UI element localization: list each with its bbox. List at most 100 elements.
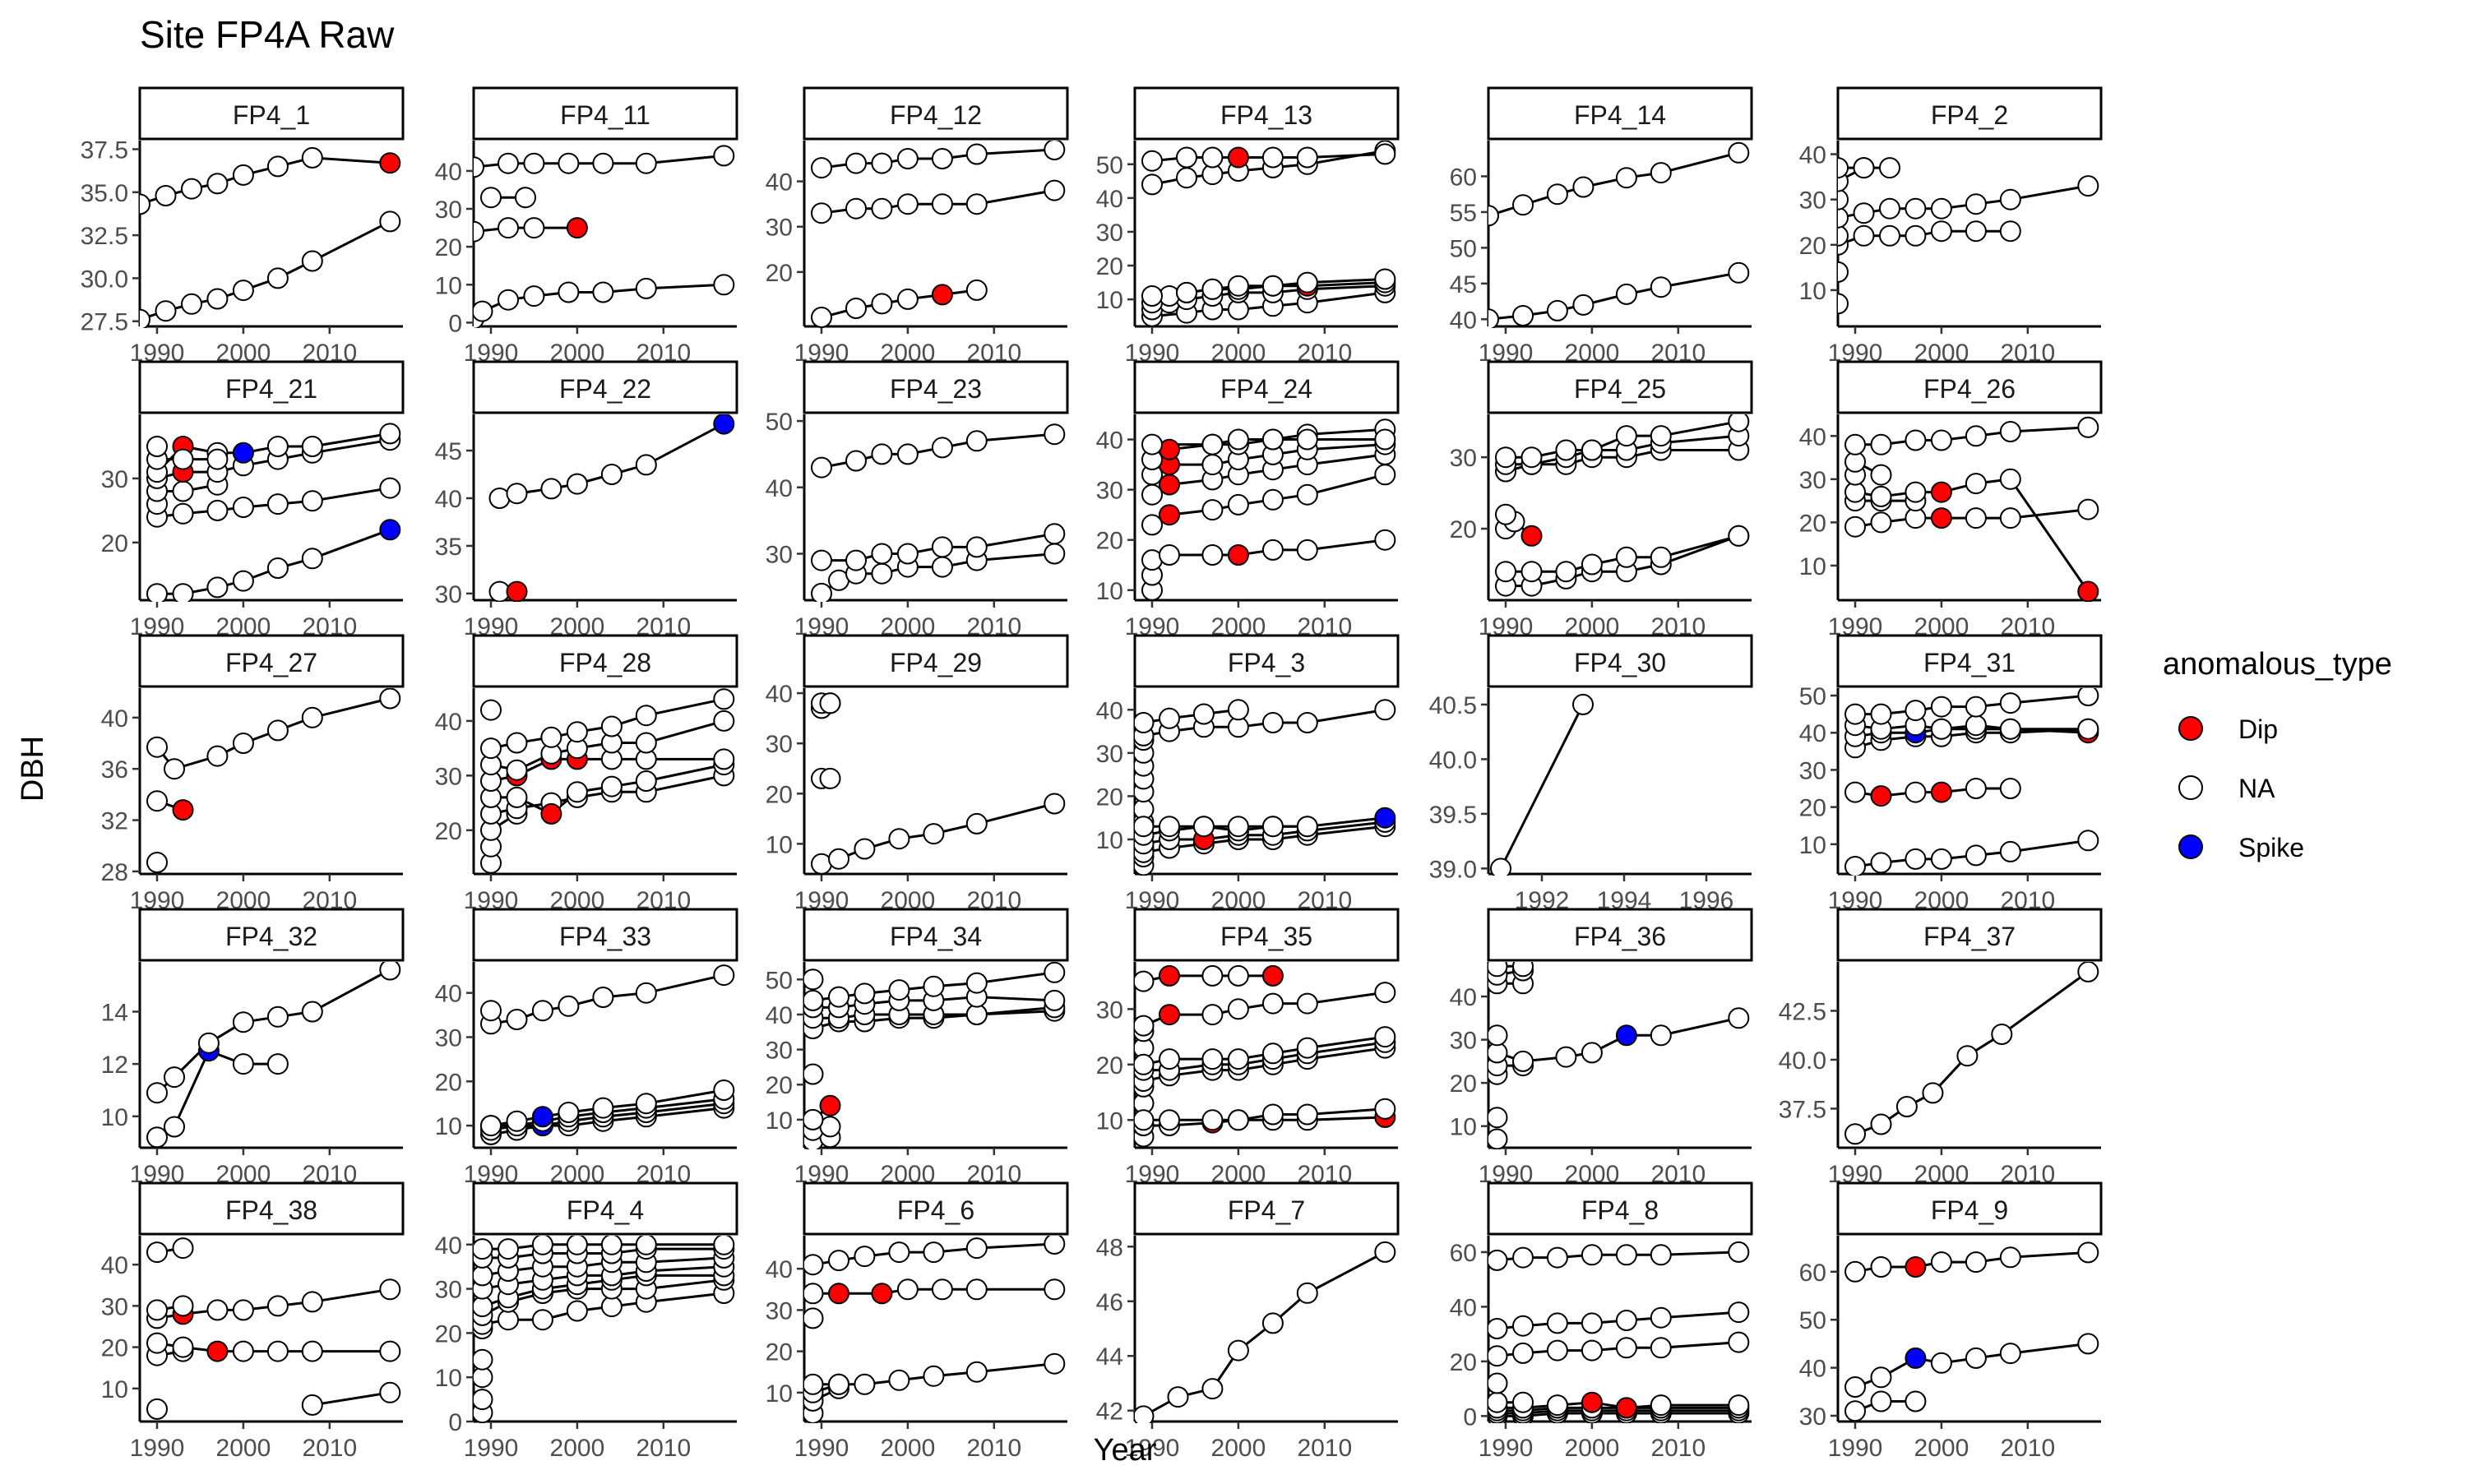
data-point (1296, 1037, 1318, 1059)
data-point (1044, 179, 1066, 201)
series-line (140, 220, 391, 321)
data-point (828, 986, 849, 1008)
data-point (1844, 433, 1866, 455)
plot-area (1488, 962, 1750, 1149)
facet-strip (1487, 634, 1753, 688)
data-point (600, 1296, 623, 1318)
data-point (1615, 425, 1637, 447)
y-tick-label: 10 (435, 1365, 462, 1392)
data-point (1488, 308, 1499, 328)
data-point (164, 1116, 185, 1138)
data-point (558, 995, 580, 1017)
data-point (896, 288, 919, 310)
data-point (1870, 1366, 1892, 1389)
data-point (531, 1000, 553, 1022)
dip-point (1159, 474, 1180, 496)
data-point (566, 721, 588, 743)
data-point (1728, 261, 1750, 284)
data-point (1192, 703, 1215, 725)
data-point (1374, 1241, 1396, 1263)
y-tick-label: 20 (766, 1072, 793, 1099)
y-tick-label: 20 (766, 260, 793, 287)
data-point (965, 1278, 988, 1301)
data-point (474, 300, 493, 322)
y-tick-label: 40 (1799, 423, 1826, 451)
facet-strip (1487, 908, 1753, 962)
data-point (888, 979, 910, 1001)
y-tick-label: 40.0 (1429, 747, 1477, 774)
dip-point (506, 580, 528, 602)
data-point (1296, 816, 1318, 838)
data-point (1261, 1312, 1284, 1334)
y-tick-label: 42 (1096, 1398, 1123, 1426)
data-point (923, 975, 945, 997)
data-point (1879, 157, 1900, 179)
y-tick-label: 20 (1096, 784, 1123, 811)
data-point (146, 436, 168, 457)
data-point (1650, 1306, 1672, 1329)
y-tick-label: 40.5 (1429, 692, 1477, 719)
y-tick-label: 20 (1799, 510, 1826, 537)
data-point (1895, 1096, 1918, 1117)
data-point (854, 1373, 876, 1395)
data-point (498, 152, 519, 174)
legend-label: NA (2238, 774, 2275, 803)
data-point (1176, 281, 1197, 303)
data-point (1999, 692, 2021, 714)
y-tick-label: 40 (766, 475, 793, 502)
data-point (804, 969, 824, 991)
data-point (1044, 962, 1066, 983)
y-tick-label: 40 (1096, 428, 1123, 455)
dip-point (1930, 481, 1952, 503)
data-point (1201, 278, 1224, 300)
data-point (1844, 1400, 1866, 1422)
data-point (811, 307, 832, 328)
data-point (1488, 1391, 1508, 1413)
plot-area (804, 1236, 1066, 1423)
y-tick-label: 40 (435, 159, 462, 186)
data-point (1965, 696, 1987, 718)
y-tick-label: 37.5 (81, 136, 128, 164)
data-point (172, 502, 194, 525)
data-point (540, 726, 562, 748)
y-tick-label: 46 (1096, 1289, 1123, 1316)
data-point (896, 443, 919, 465)
data-point (1159, 1048, 1180, 1070)
data-point (480, 737, 502, 760)
data-point (266, 436, 289, 457)
data-point (1261, 992, 1284, 1015)
data-point (506, 1110, 528, 1132)
data-point (965, 193, 988, 215)
data-point (2077, 688, 2099, 706)
data-point (1546, 183, 1568, 206)
dip-point (931, 284, 953, 306)
y-tick-label: 30 (1096, 478, 1123, 505)
data-point (1227, 1109, 1249, 1131)
dip-point (566, 217, 588, 239)
y-tick-label: 20 (1799, 795, 1826, 822)
data-point (1495, 446, 1516, 469)
dip-point (1159, 1004, 1180, 1026)
data-point (2077, 416, 2099, 438)
y-tick-label: 30 (1799, 1403, 1826, 1431)
facet-strip-label: FP4_6 (897, 1195, 974, 1225)
data-point (1044, 793, 1066, 815)
y-tick-label: 40 (1450, 307, 1477, 334)
y-tick-label: 20 (1096, 1052, 1123, 1079)
y-tick-label: 40 (101, 1252, 128, 1279)
data-point (1488, 1318, 1508, 1339)
data-point (1905, 1390, 1927, 1412)
y-tick-label: 40.0 (1779, 1047, 1826, 1075)
spike-point (1374, 807, 1396, 829)
data-point (474, 220, 484, 243)
data-point (1956, 1045, 1979, 1067)
data-point (1965, 473, 1987, 495)
facet-strip (472, 634, 738, 688)
x-tick-label: 1990 (1479, 1435, 1534, 1462)
y-tick-label: 40 (101, 705, 128, 733)
data-point (164, 758, 185, 780)
